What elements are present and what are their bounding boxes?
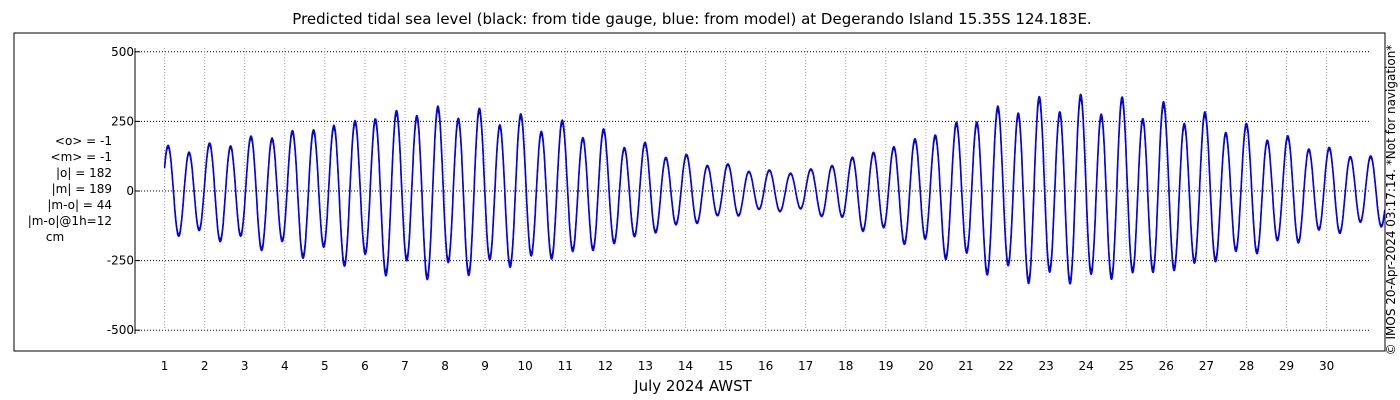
x-tick-label: 2 <box>201 359 209 373</box>
y-tick-labels: 500 250 0 -250 -500 <box>107 45 134 337</box>
stat-mean-model: <m> = -1 <box>50 150 112 164</box>
x-tick-label: 4 <box>281 359 289 373</box>
x-tick-label: 17 <box>798 359 813 373</box>
x-tick-label: 3 <box>241 359 249 373</box>
x-tick-label: 11 <box>558 359 573 373</box>
statistics-panel: <o> = -1 <m> = -1 |o| = 182 |m| = 189 |m… <box>6 133 112 245</box>
x-tick-label: 8 <box>441 359 449 373</box>
x-tick-label: 26 <box>1159 359 1174 373</box>
x-tick-label: 13 <box>638 359 653 373</box>
x-tick-labels: 1 2 3 4 5 6 7 8 9 10 11 12 13 14 15 16 17 18 19 20 21 22 23 24 2… <box>161 359 1334 373</box>
x-tick-label: 27 <box>1199 359 1214 373</box>
x-tick-label: 22 <box>998 359 1013 373</box>
x-tick-label: 6 <box>361 359 369 373</box>
x-tick-label: 19 <box>878 359 893 373</box>
copyright-notice: © IMOS 20-Apr-2024 03:17:14. *Not for na… <box>1384 44 1398 356</box>
x-tick-label: 23 <box>1038 359 1053 373</box>
x-tick-label: 30 <box>1319 359 1334 373</box>
x-tick-label: 29 <box>1279 359 1294 373</box>
x-tick-label: 7 <box>401 359 409 373</box>
x-tick-label: 16 <box>758 359 773 373</box>
x-tick-label: 21 <box>958 359 973 373</box>
x-tick-label: 28 <box>1239 359 1254 373</box>
plot-axes <box>134 48 140 334</box>
grid-lines <box>135 48 1370 331</box>
x-tick-label: 18 <box>838 359 853 373</box>
x-tick-label: 24 <box>1079 359 1094 373</box>
stat-abs-diff-1h: |m-o|@1h=12 <box>27 214 112 228</box>
y-tick-label: 500 <box>111 45 134 59</box>
series-lines <box>163 93 1386 285</box>
x-tick-label: 15 <box>718 359 733 373</box>
outer-frame <box>13 32 1386 352</box>
x-axis-label: July 2024 AWST <box>633 377 752 395</box>
y-tick-label: -500 <box>107 323 134 337</box>
x-tick-label: 20 <box>918 359 933 373</box>
chart-title: Predicted tidal sea level (black: from t… <box>292 10 1092 28</box>
stat-abs-model: |m| = 189 <box>51 182 112 196</box>
y-tick-label: -250 <box>107 254 134 268</box>
stat-abs-diff: |m-o| = 44 <box>47 198 112 212</box>
y-tick-label: 0 <box>126 184 134 198</box>
x-tick-label: 25 <box>1119 359 1134 373</box>
x-tick-label: 10 <box>518 359 533 373</box>
x-tick-label: 14 <box>678 359 693 373</box>
x-tick-label: 5 <box>321 359 329 373</box>
stat-abs-obs: |o| = 182 <box>55 166 112 180</box>
x-tick-label: 1 <box>161 359 169 373</box>
series-line-model <box>163 93 1386 285</box>
stat-unit: cm <box>45 230 65 244</box>
y-tick-label: 250 <box>111 114 134 128</box>
stat-mean-obs: <o> = -1 <box>54 134 112 148</box>
x-tick-label: 9 <box>481 359 489 373</box>
x-tick-label: 12 <box>598 359 613 373</box>
